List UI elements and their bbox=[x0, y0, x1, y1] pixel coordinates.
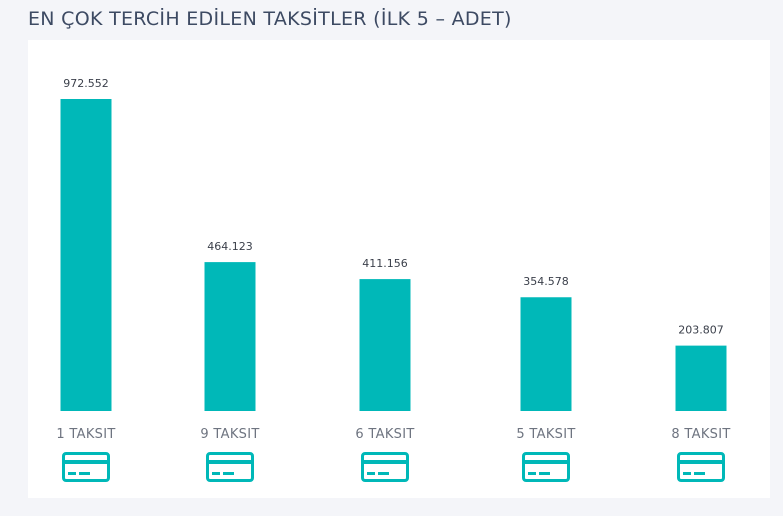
credit-card-icon bbox=[677, 452, 725, 482]
bar bbox=[359, 279, 411, 411]
bar bbox=[520, 297, 572, 411]
credit-card-icon bbox=[62, 452, 110, 482]
bar-value-label: 972.552 bbox=[63, 77, 109, 90]
chart-title: EN ÇOK TERCİH EDİLEN TAKSİTLER (İLK 5 – … bbox=[28, 8, 512, 30]
category-label: 5 TAKSIT bbox=[516, 427, 575, 442]
bar bbox=[675, 345, 727, 411]
category-label: 1 TAKSIT bbox=[56, 427, 115, 442]
bar bbox=[204, 262, 256, 411]
category-label: 9 TAKSIT bbox=[200, 427, 259, 442]
chart-card: 972.552 1 TAKSIT 464.123 9 TAKSIT 411.156 6 T… bbox=[28, 40, 770, 498]
category-label: 6 TAKSIT bbox=[355, 427, 414, 442]
bar-value-label: 411.156 bbox=[362, 257, 408, 270]
credit-card-icon bbox=[522, 452, 570, 482]
bar bbox=[60, 99, 112, 411]
bar-chart: 972.552 1 TAKSIT 464.123 9 TAKSIT 411.156 6 T… bbox=[56, 77, 730, 482]
credit-card-icon bbox=[361, 452, 409, 482]
credit-card-icon bbox=[206, 452, 254, 482]
category-label: 8 TAKSIT bbox=[671, 427, 730, 442]
bar-value-label: 464.123 bbox=[207, 240, 253, 253]
bar-value-label: 203.807 bbox=[678, 324, 724, 337]
bar-value-label: 354.578 bbox=[523, 275, 569, 288]
